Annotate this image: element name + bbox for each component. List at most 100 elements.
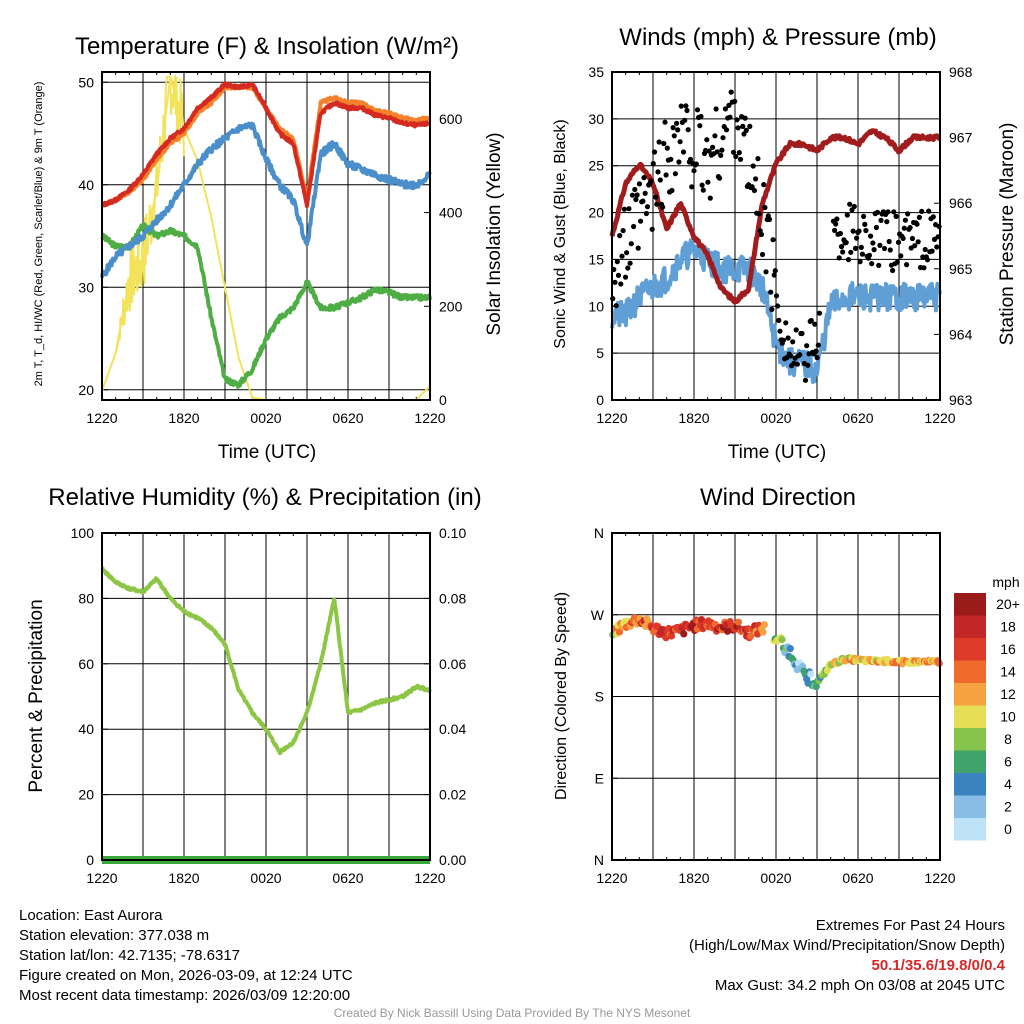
gust-point xyxy=(922,246,928,253)
temp-chart: 1220 1820 0020 0620 1220 20 30 40 50 0 200 400 600 xyxy=(78,71,463,426)
gust-point xyxy=(625,265,631,271)
temp-xtick-label: 1220 xyxy=(414,410,445,426)
gust-point xyxy=(697,123,703,129)
gust-point xyxy=(769,306,775,312)
gust-point xyxy=(614,259,620,265)
legend-swatch xyxy=(954,660,986,683)
gust-point xyxy=(797,352,803,358)
wind-y2tick-label: 967 xyxy=(949,130,973,146)
gust-point xyxy=(670,125,676,131)
dir-xtick-label: 0020 xyxy=(760,870,791,886)
gust-point xyxy=(656,139,662,145)
gust-point xyxy=(707,195,713,201)
gust-point xyxy=(840,249,846,255)
legend-label: 12 xyxy=(1000,686,1016,702)
extremes-title: Extremes For Past 24 Hours xyxy=(815,917,1005,934)
gust-point xyxy=(856,228,862,234)
gust-point xyxy=(698,113,704,120)
wind-y2tick-label: 968 xyxy=(949,64,973,80)
rh-chart: 1220 1820 0020 0620 1220 0 20 40 60 80 100 0.00 0.02… xyxy=(71,525,467,886)
gust-point xyxy=(847,201,853,207)
gust-point xyxy=(759,251,766,258)
legend-label: 10 xyxy=(1000,709,1016,725)
legend-swatch xyxy=(954,638,986,661)
legend-swatch xyxy=(954,773,986,796)
gust-point xyxy=(651,149,658,155)
wind-ylabel: Sonic Wind & Gust (Blue, Black) xyxy=(552,119,569,348)
wind-xtick-label: 0020 xyxy=(760,410,791,426)
gust-point xyxy=(668,156,674,162)
gust-point xyxy=(891,209,897,215)
gust-point xyxy=(919,208,925,214)
wind-y2tick-label: 965 xyxy=(949,261,973,277)
legend-swatch xyxy=(954,818,986,841)
wind-title: Winds (mph) & Pressure (mb) xyxy=(619,24,936,51)
wind-ytick-label: 10 xyxy=(588,298,604,314)
gust-point xyxy=(628,241,634,247)
temp-y2tick-label: 400 xyxy=(439,205,463,221)
gust-point xyxy=(771,272,777,278)
gust-point xyxy=(766,216,773,222)
gust-point xyxy=(700,187,706,193)
gust-point xyxy=(676,159,682,165)
station-pressure-line xyxy=(609,128,942,305)
gust-point xyxy=(857,259,863,265)
gust-point xyxy=(730,149,737,155)
temp-ytick-label: 40 xyxy=(78,177,94,193)
legend-label: 16 xyxy=(1000,641,1016,657)
gust-point xyxy=(832,227,838,233)
gust-point xyxy=(836,255,842,261)
gust-point xyxy=(815,342,821,348)
gust-point xyxy=(768,289,774,295)
direction-point xyxy=(786,645,794,653)
gust-point xyxy=(930,214,936,220)
legend-label: 0 xyxy=(1004,821,1012,837)
wind-xtick-label: 1220 xyxy=(596,410,627,426)
gust-point xyxy=(691,168,697,174)
gust-point xyxy=(672,171,679,177)
rh-xtick-label: 1220 xyxy=(86,870,117,886)
gust-point xyxy=(848,249,854,255)
heat-index-wind-chill-line xyxy=(100,121,432,278)
gust-point xyxy=(753,176,759,182)
legend-swatch xyxy=(954,728,986,751)
rh-ytick-label: 40 xyxy=(78,721,94,737)
direction-point xyxy=(778,635,786,644)
gust-point xyxy=(694,107,701,113)
gust-point xyxy=(689,184,695,190)
wind-xlabel: Time (UTC) xyxy=(728,442,827,463)
dir-ytick-label: W xyxy=(591,607,605,623)
gust-point xyxy=(773,293,780,299)
wind-ytick-label: 20 xyxy=(588,205,604,221)
gust-point xyxy=(876,262,882,268)
max-gust: Max Gust: 34.2 mph On 03/08 at 2045 UTC xyxy=(714,977,1005,994)
gust-point xyxy=(869,261,875,267)
gust-point xyxy=(862,221,868,227)
rh-xtick-label: 1820 xyxy=(168,870,199,886)
wind-ytick-label: 15 xyxy=(588,251,604,267)
gust-point xyxy=(751,187,758,194)
gust-point xyxy=(733,153,739,160)
gust-point xyxy=(617,233,623,239)
gust-point xyxy=(787,353,794,359)
gust-point xyxy=(870,240,876,246)
wind-ytick-label: 25 xyxy=(588,158,604,174)
gust-point xyxy=(884,219,890,225)
extremes-values: 50.1/35.6/19.8/0/0.4 xyxy=(871,957,1005,974)
wind-chart: 1220 1820 0020 0620 1220 0 5 10 15 20 25 30 35 963 964… xyxy=(588,64,972,426)
gust-point xyxy=(770,237,776,243)
gust-point xyxy=(635,245,641,251)
extremes-subtitle: (High/Low/Max Wind/Precipitation/Snow De… xyxy=(689,937,1005,954)
temp-y2tick-label: 0 xyxy=(439,392,447,408)
dir-ytick-label: N xyxy=(594,525,604,541)
gust-point xyxy=(772,268,778,274)
gust-point xyxy=(877,242,883,248)
wind-ytick-label: 30 xyxy=(588,111,604,127)
gust-point xyxy=(644,204,651,210)
gust-point xyxy=(895,239,902,245)
gust-point xyxy=(914,221,920,227)
legend-swatch xyxy=(954,683,986,706)
gust-point xyxy=(758,231,765,238)
gust-point xyxy=(734,117,740,123)
dir-ytick-label: S xyxy=(595,689,604,705)
